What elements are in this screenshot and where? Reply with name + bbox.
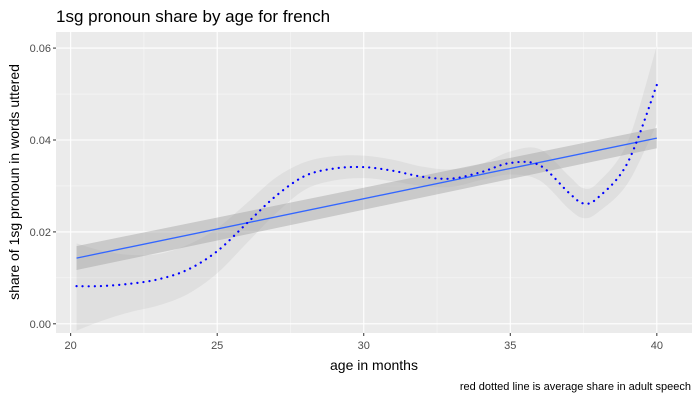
linear-fit-line xyxy=(76,137,657,259)
x-tick-label: 20 xyxy=(65,340,77,352)
y-tick-label: 0.06 xyxy=(30,43,51,55)
smooth-confidence-ribbon xyxy=(76,45,657,331)
y-tick-label: 0.00 xyxy=(30,319,51,331)
x-tick-label: 25 xyxy=(211,340,223,352)
y-tick-label: 0.02 xyxy=(30,227,51,239)
minor-gridlines xyxy=(56,32,692,333)
series-lines xyxy=(75,83,658,288)
x-axis-title: age in months xyxy=(330,357,418,373)
x-tick-label: 40 xyxy=(651,340,663,352)
y-axis-title: share of 1sg pronoun in words uttered xyxy=(6,64,22,300)
plot-panel xyxy=(56,32,692,333)
chart-title: 1sg pronoun share by age for french xyxy=(56,7,330,26)
chart-caption: red dotted line is average share in adul… xyxy=(460,381,691,393)
x-tick-label: 30 xyxy=(358,340,370,352)
smooth-dotted-line xyxy=(75,83,658,288)
axis-ticks: 20 25 30 35 40 0.00 0.02 0.04 0.06 xyxy=(30,43,663,352)
y-tick-label: 0.04 xyxy=(30,135,51,147)
x-tick-label: 35 xyxy=(504,340,516,352)
major-gridlines xyxy=(56,32,692,333)
